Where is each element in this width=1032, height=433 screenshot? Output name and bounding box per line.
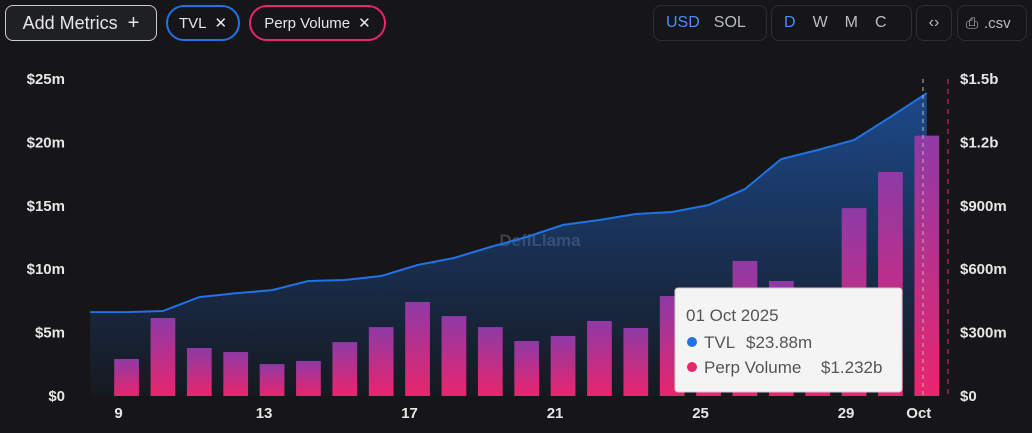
- volume-bar: [914, 135, 940, 396]
- chip-label: TVL: [178, 14, 207, 32]
- x-tick-label: 17: [401, 405, 418, 422]
- tooltip-name: Perp Volume: [704, 358, 801, 377]
- x-tick-label: 25: [692, 405, 709, 422]
- tooltip: 01 Oct 2025 TVL $23.88m Perp Volume $1.2…: [674, 287, 903, 393]
- period-option[interactable]: C: [875, 14, 887, 31]
- y2-tick-label: $0: [960, 388, 977, 405]
- volume-bar: [186, 348, 212, 396]
- y-tick-label: $25m: [27, 71, 65, 88]
- volume-bar: [332, 342, 358, 396]
- volume-bar: [623, 327, 649, 396]
- tooltip-date: 01 Oct 2025: [686, 306, 779, 325]
- volume-bar: [587, 320, 612, 396]
- period-option[interactable]: W: [812, 14, 828, 31]
- tvl-line: [90, 92, 928, 314]
- volume-bar: [150, 318, 176, 396]
- tooltip-box: [674, 287, 903, 393]
- currency-option[interactable]: SOL: [713, 14, 746, 31]
- x-tick-label: 21: [547, 405, 564, 422]
- period-toggle: D W M C: [771, 5, 912, 41]
- y-tick-label: $5m: [35, 325, 65, 342]
- y-tick-label: $15m: [27, 198, 65, 215]
- csv-label: .csv: [984, 14, 1011, 32]
- currency-option[interactable]: USD: [666, 14, 700, 31]
- y2-tick-label: $1.2b: [960, 134, 998, 151]
- volume-bar: [441, 316, 467, 396]
- add-metrics-button[interactable]: Add Metrics +: [5, 5, 157, 41]
- tooltip-swatch: [687, 337, 697, 347]
- tooltip-value: $23.88m: [746, 333, 812, 352]
- volume-bar: [405, 301, 430, 396]
- y2-tick-label: $300m: [960, 325, 1007, 342]
- y-tick-label: $0: [48, 388, 65, 405]
- x-tick-label: Oct: [906, 405, 931, 422]
- x-tick-label: 9: [114, 405, 122, 422]
- chip-label: Perp Volume: [264, 14, 351, 32]
- volume-bar: [550, 335, 576, 396]
- chart: DefiLlama $0$5m$10m$15m$20m$25m$0$300m$6…: [27, 71, 1007, 422]
- volume-bar: [477, 327, 503, 396]
- y2-tick-label: $600m: [960, 261, 1007, 278]
- tooltip-value: $1.232b: [821, 358, 882, 377]
- y-tick-label: $20m: [27, 134, 65, 151]
- volume-bar: [296, 360, 321, 396]
- csv-button[interactable]: ⎙ .csv: [957, 5, 1027, 41]
- volume-bar: [223, 352, 249, 396]
- currency-toggle: USD SOL: [653, 5, 767, 41]
- volume-bar: [514, 341, 540, 396]
- embed-button[interactable]: ‹›: [916, 5, 952, 41]
- period-option[interactable]: M: [844, 14, 858, 31]
- x-tick-label: 29: [838, 405, 855, 422]
- volume-bar: [368, 327, 394, 396]
- metric-chip[interactable]: Perp Volume ✕: [249, 5, 386, 41]
- y2-tick-label: $1.5b: [960, 71, 998, 88]
- y2-tick-label: $900m: [960, 198, 1007, 215]
- y-tick-label: $10m: [27, 261, 65, 278]
- period-option[interactable]: D: [784, 14, 796, 31]
- tooltip-name: TVL: [704, 333, 735, 352]
- volume-bar: [114, 359, 139, 396]
- x-tick-label: 13: [256, 405, 273, 422]
- metric-chip[interactable]: TVL ✕: [166, 5, 240, 41]
- tooltip-swatch: [687, 362, 697, 372]
- volume-bar: [259, 364, 285, 396]
- add-metrics-label: Add Metrics: [22, 12, 118, 33]
